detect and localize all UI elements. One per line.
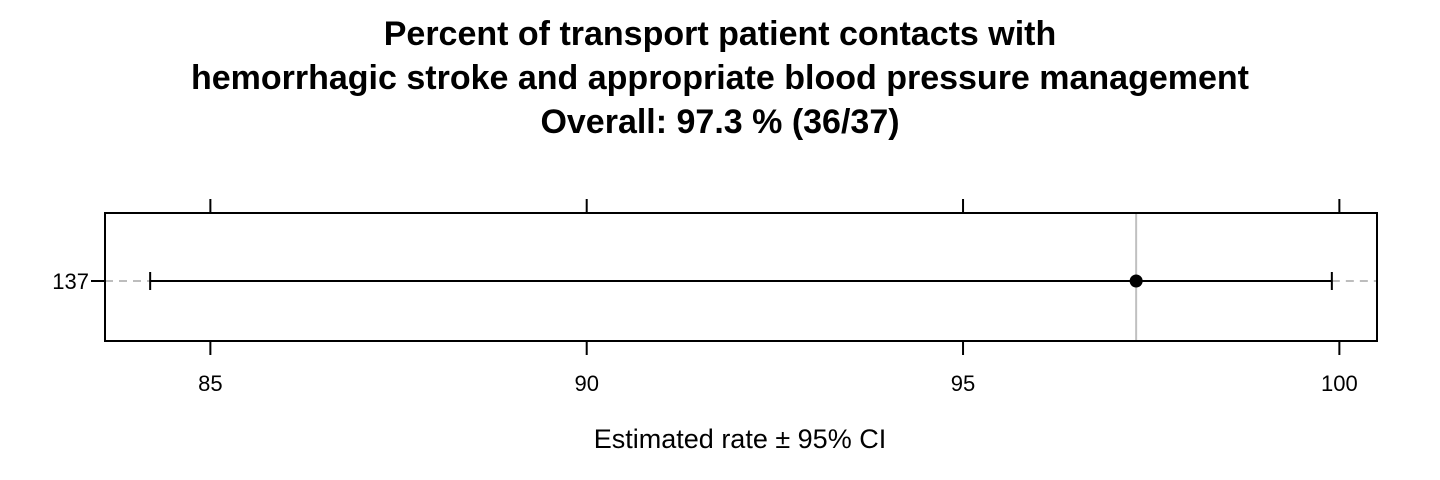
title-line-1: Percent of transport patient contacts wi… — [383, 15, 1057, 53]
estimate-point — [1129, 274, 1143, 288]
x-axis-label: Estimated rate ± 95% CI — [594, 424, 886, 454]
chart-title: Percent of transport patient contacts wi… — [0, 12, 1440, 144]
row-layer: 137 — [52, 269, 1377, 294]
plot-frame — [104, 212, 1378, 342]
title-line-2: hemorrhagic stroke and appropriate blood… — [190, 59, 1250, 97]
x-tick-label: 95 — [951, 371, 975, 396]
x-tick-label: 100 — [1321, 371, 1358, 396]
x-tick-label: 90 — [574, 371, 598, 396]
x-tick-label: 85 — [198, 371, 222, 396]
title-line-3: Overall: 97.3 % (36/37) — [540, 103, 900, 141]
x-axis: 85 90 95 100 — [198, 199, 1358, 396]
y-tick-label: 137 — [52, 269, 89, 294]
